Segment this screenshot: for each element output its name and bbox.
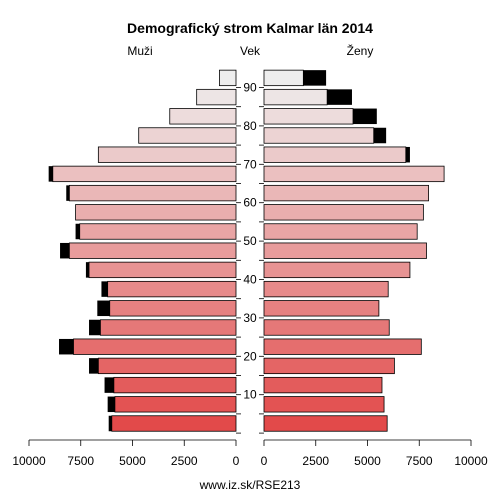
female-excess-80-84 (353, 108, 377, 125)
x-tick-label: 2500 (171, 454, 198, 468)
age-tick-label: 60 (243, 196, 257, 210)
age-tick-label: 20 (243, 349, 257, 363)
male-bar-0-4 (111, 415, 237, 432)
male-bar-75-79 (138, 127, 237, 144)
female-bar-65-69 (263, 165, 445, 183)
male-bar-30-34 (109, 300, 237, 317)
male-excess-45-49 (60, 242, 70, 259)
male-excess-20-24 (59, 338, 74, 355)
female-excess-90+ (303, 70, 327, 86)
male-x-axis: 10000 7500 5000 2500 0 (12, 439, 240, 468)
female-bar-35-39 (263, 280, 389, 298)
female-bar-30-34 (263, 300, 380, 317)
female-bar-75-79 (263, 127, 375, 144)
male-excess-25-29 (89, 319, 101, 336)
x-tick-label: 10000 (454, 454, 488, 468)
age-tick-label: 70 (243, 157, 257, 171)
male-excess-40-44 (85, 262, 90, 278)
male-excess-35-39 (101, 281, 108, 297)
male-excess-15-19 (89, 358, 99, 374)
female-bar-90+ (263, 69, 304, 87)
male-bar-55-59 (75, 204, 237, 221)
age-tick-label: 40 (243, 273, 257, 287)
female-excess-70-74 (405, 146, 410, 163)
x-tick-label: 0 (261, 454, 268, 468)
female-bar-80-84 (263, 108, 354, 125)
male-bar-50-54 (79, 223, 237, 240)
female-bar-45-49 (263, 242, 427, 259)
male-excess-65-69 (48, 166, 53, 182)
age-tick-label: 30 (243, 311, 257, 325)
female-bar-60-64 (263, 184, 429, 202)
male-excess-60-64 (66, 185, 70, 201)
male-excess-10-14 (104, 377, 114, 393)
female-excess-75-79 (373, 127, 387, 144)
right-label: Ženy (347, 43, 374, 58)
male-excess-0-4 (108, 415, 112, 432)
male-bar-60-64 (68, 184, 237, 202)
male-bar-85-89 (196, 88, 237, 106)
x-tick-label: 0 (233, 454, 240, 468)
chart-title: Demografický strom Kalmar län 2014 (127, 20, 373, 36)
age-tick-label: 90 (243, 81, 257, 95)
age-tick-label: 50 (243, 234, 257, 248)
male-bar-20-24 (73, 338, 237, 355)
male-bar-45-49 (68, 242, 237, 259)
male-bar-15-19 (97, 357, 237, 375)
male-bar-25-29 (100, 319, 237, 336)
female-bar-15-19 (263, 357, 395, 375)
male-bar-5-9 (114, 396, 237, 413)
female-bar-20-24 (263, 338, 422, 355)
male-excess-50-54 (75, 223, 80, 240)
x-tick-label: 5000 (354, 454, 381, 468)
male-excess-5-9 (107, 396, 115, 413)
male-bar-65-69 (52, 165, 237, 183)
x-tick-label: 7500 (406, 454, 433, 468)
female-excess-85-89 (327, 89, 352, 105)
male-bar-80-84 (169, 108, 237, 125)
x-tick-label: 10000 (12, 454, 46, 468)
left-label: Muži (127, 44, 152, 58)
male-bar-35-39 (107, 280, 237, 298)
footer-source: www.iz.sk/RSE213 (199, 478, 301, 492)
female-bar-50-54 (263, 223, 418, 240)
male-excess-30-34 (97, 300, 110, 317)
age-tick-label: 80 (243, 119, 257, 133)
male-bar-10-14 (113, 376, 237, 394)
age-axis: 10 20 30 40 50 60 70 80 90 (236, 81, 264, 434)
age-tick-label: 10 (243, 388, 257, 402)
male-bar-90+ (219, 69, 237, 87)
female-bar-10-14 (263, 376, 383, 394)
female-bar-5-9 (263, 396, 385, 413)
female-bar-85-89 (263, 88, 328, 106)
female-bar-0-4 (263, 415, 388, 432)
x-tick-label: 7500 (67, 454, 94, 468)
male-bar-70-74 (97, 146, 237, 163)
female-bar-70-74 (263, 146, 407, 163)
female-bar-25-29 (263, 319, 390, 336)
center-label: Vek (240, 44, 261, 58)
female-bar-40-44 (263, 261, 411, 279)
male-bars (48, 69, 237, 432)
female-x-axis: 0 2500 5000 7500 10000 (261, 439, 488, 468)
female-bar-55-59 (263, 204, 424, 221)
x-tick-label: 2500 (302, 454, 329, 468)
female-bars (263, 69, 445, 432)
male-bar-40-44 (88, 261, 237, 279)
x-tick-label: 5000 (119, 454, 146, 468)
